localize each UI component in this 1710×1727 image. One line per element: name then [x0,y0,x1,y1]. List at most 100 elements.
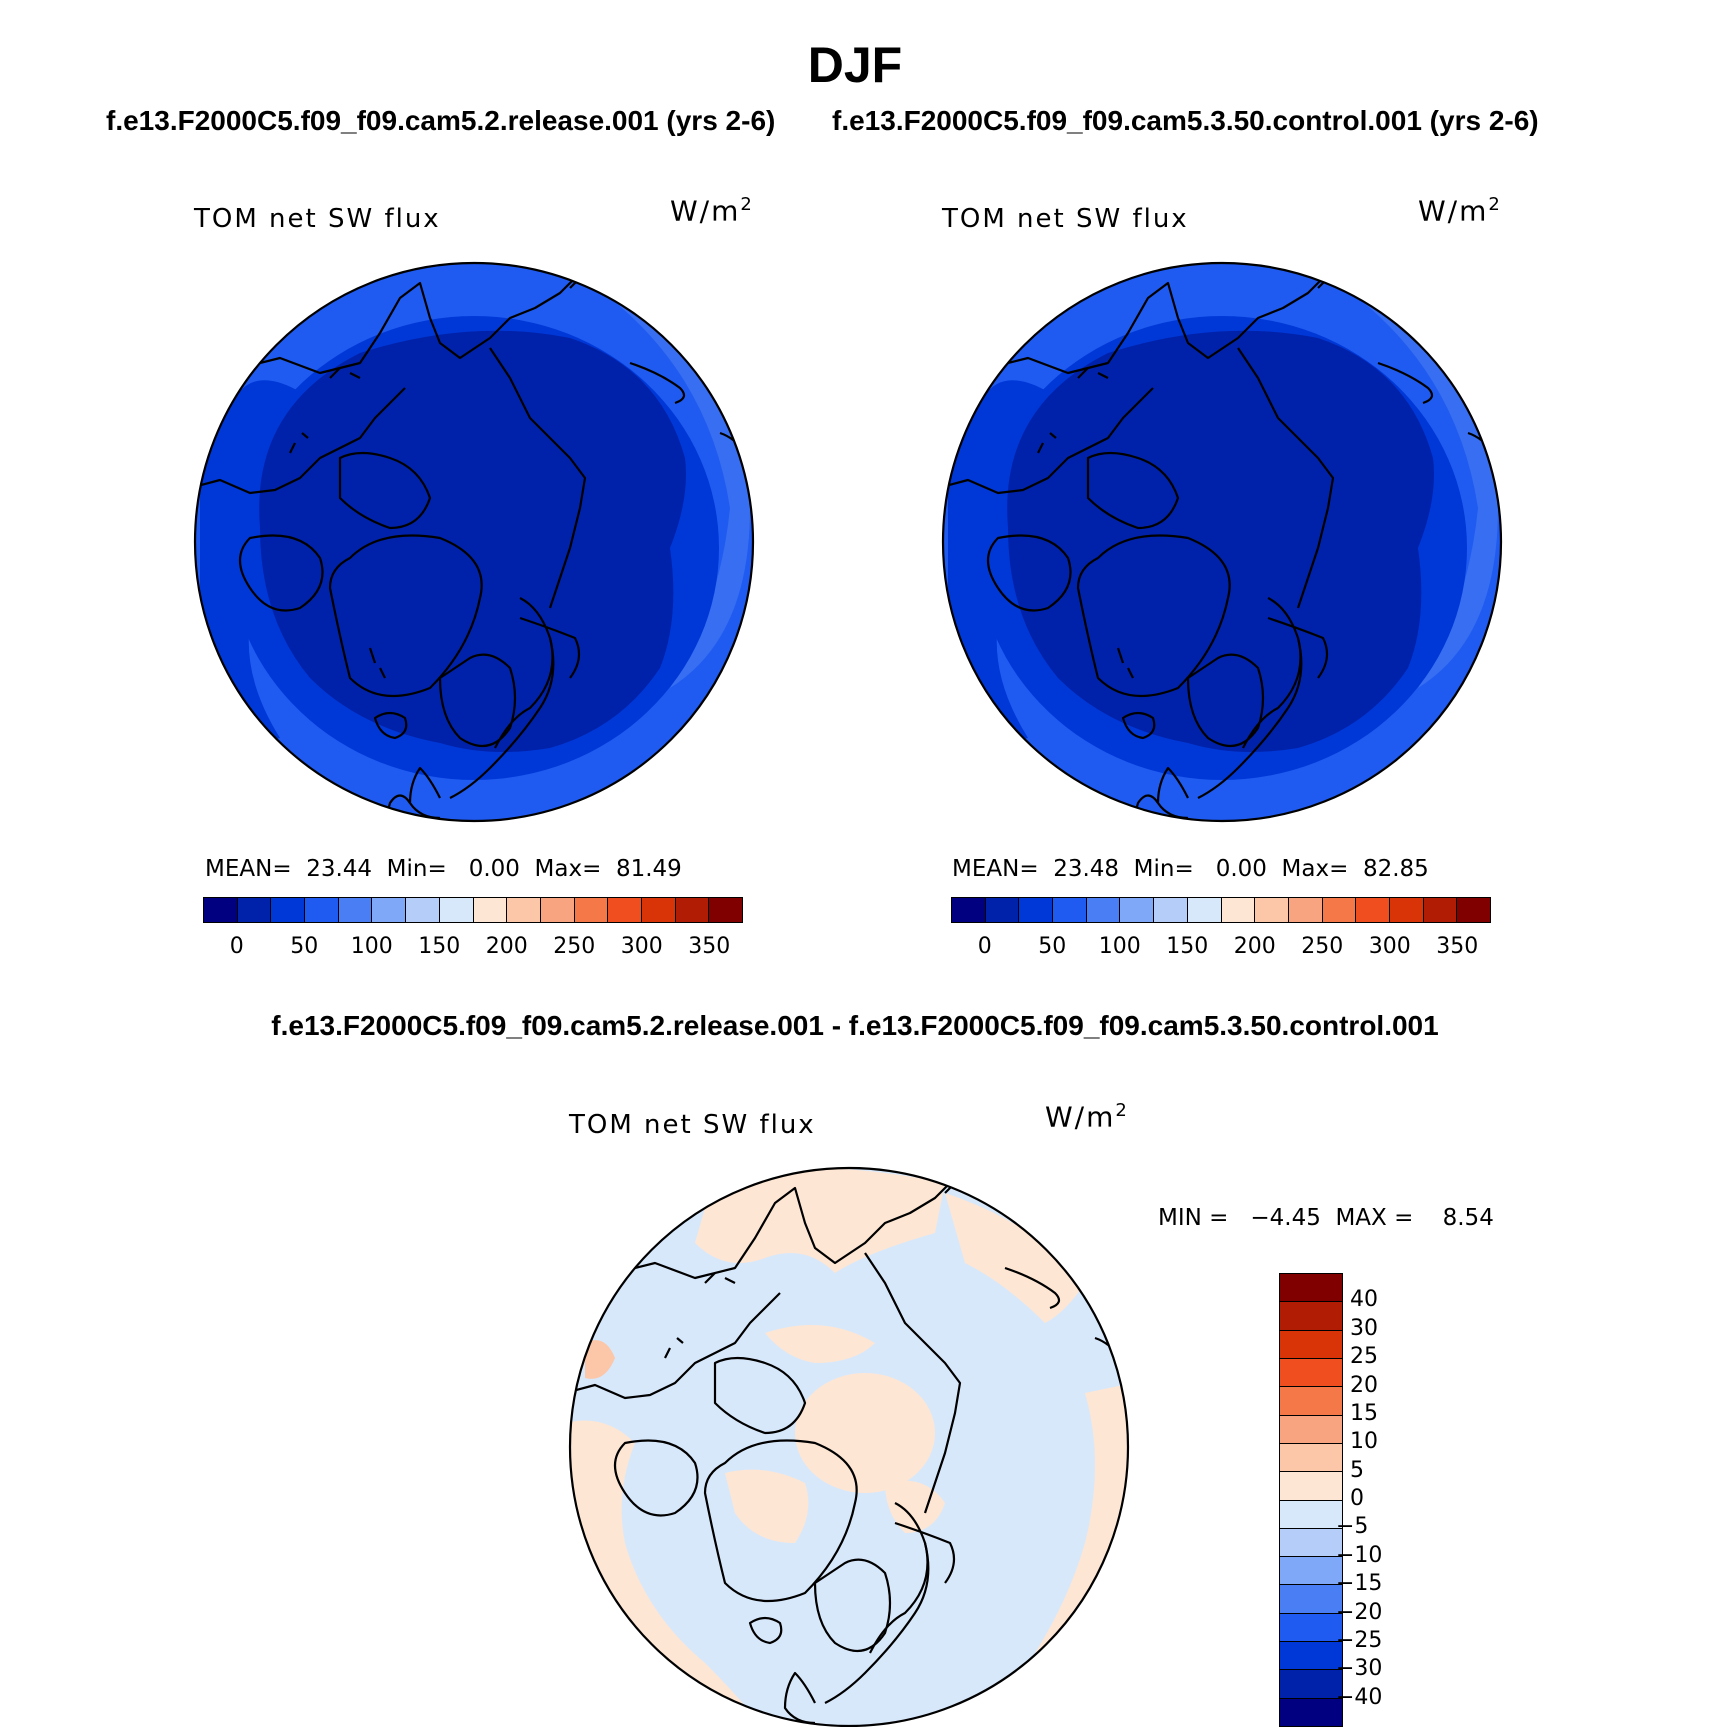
colorbar-tick-label: −10 [1336,1542,1383,1568]
colorbar-tick-label: −30 [1336,1656,1383,1682]
colorbar-tick-label: 250 [1301,934,1344,959]
colorbar-box [1280,1528,1342,1558]
colorbar-box [1280,1274,1342,1303]
colorbar-box [1280,1415,1342,1444]
colorbar-tick-label: 350 [1436,934,1479,959]
colorbar-tick-label: 30 [1350,1315,1378,1341]
colorbar-box [574,898,609,922]
colorbar-box [1280,1557,1342,1586]
colorbar-tick-label: −40 [1336,1684,1383,1710]
diff-colorbar [1279,1273,1343,1727]
panel2-colorbar-labels: 0 50 100 150 200 250 300 350 [951,934,1491,964]
colorbar-box [1280,1302,1342,1331]
colorbar-tick-label: 40 [1350,1287,1378,1313]
colorbar-box [1280,1585,1342,1614]
panel2-colorbar [951,897,1491,923]
panel1-colorbar [203,897,743,923]
colorbar-box [540,898,575,922]
panel2-polar-map [941,261,1503,823]
panel2-stats: MEAN= 23.48 Min= 0.00 Max= 82.85 [952,856,1429,882]
colorbar-box [372,898,407,922]
colorbar-tick-label: 300 [1368,934,1411,959]
colorbar-box [1255,898,1289,922]
diff-coastlines [570,1172,1121,1725]
case2-title: f.e13.F2000C5.f09_f09.cam5.3.50.control.… [832,105,1539,136]
colorbar-tick-label: 15 [1350,1400,1378,1426]
panel2-field-polar-core [1007,330,1434,752]
colorbar-box [1280,1642,1342,1671]
diff-field-pos-hotspot [585,1340,615,1379]
colorbar-box [1356,898,1390,922]
colorbar-box [709,898,742,922]
colorbar-box [1221,898,1256,922]
case1-title: f.e13.F2000C5.f09_f09.cam5.2.release.001… [106,105,776,136]
diff-field-pos-pole [795,1373,935,1493]
colorbar-box [1280,1472,1342,1501]
colorbar-box [1086,898,1121,922]
colorbar-box [641,898,676,922]
panel1-units: W/m2 [670,194,754,228]
colorbar-tick-label: 5 [1350,1457,1364,1483]
diff-map-border [568,1166,1130,1727]
panel2-map-border [941,261,1503,823]
colorbar-box [1280,1670,1342,1699]
colorbar-box [338,898,373,922]
colorbar-box [507,898,541,922]
colorbar-tick-label: 350 [688,934,731,959]
diff-field-pos-north [695,1168,945,1273]
panel2-units: W/m2 [1418,194,1502,228]
colorbar-tick-label: 100 [350,934,393,959]
colorbar-box [1280,1613,1342,1643]
colorbar-tick-label: 20 [1350,1372,1378,1398]
panel2-variable-label: TOM net SW flux [942,204,1189,234]
colorbar-box [439,898,474,922]
diff-field-pos-greenland [725,1469,809,1543]
panel1-variable-label: TOM net SW flux [194,204,441,234]
colorbar-tick-label: −15 [1336,1571,1383,1597]
colorbar-box [1053,898,1087,922]
diff-variable-label: TOM net SW flux [569,1110,816,1140]
panel1-field-polar-core [259,330,686,752]
colorbar-box [608,898,642,922]
colorbar-box [1280,1698,1342,1726]
colorbar-box [1322,898,1357,922]
colorbar-box [1280,1358,1342,1388]
colorbar-box [473,898,508,922]
colorbar-tick-label: 200 [1233,934,1276,959]
diff-colorbar-labels: 40 30 25 20 15 10 5 0 −5 −10 −15 −20 −25 −30 −40 [1336,1273,1430,1727]
colorbar-tick-label: 0 [977,934,992,959]
colorbar-tick-label: 50 [290,934,319,959]
panel1-colorbar-labels: 0 50 100 150 200 250 300 350 [203,934,743,964]
colorbar-box [1019,898,1054,922]
colorbar-tick-label: 150 [1166,934,1209,959]
colorbar-box [952,898,986,922]
colorbar-box [1154,898,1188,922]
colorbar-tick-label: 300 [620,934,663,959]
diff-units: W/m2 [1045,1100,1129,1134]
diff-stats: MIN = −4.45 MAX = 8.54 [1158,1205,1494,1231]
colorbar-tick-label: 25 [1350,1344,1378,1370]
colorbar-box [675,898,710,922]
colorbar-tick-label: 10 [1350,1429,1378,1455]
panel1-polar-map [193,261,755,823]
colorbar-tick-label: 200 [485,934,528,959]
colorbar-box [204,898,238,922]
panel1-coastlines [195,267,746,821]
colorbar-box [305,898,339,922]
colorbar-tick-label: 100 [1098,934,1141,959]
colorbar-tick-label: 0 [229,934,244,959]
colorbar-tick-label: −25 [1336,1627,1383,1653]
colorbar-box [1280,1330,1342,1359]
colorbar-box [1389,898,1424,922]
colorbar-box [1457,898,1490,922]
colorbar-box [1288,898,1323,922]
panel1-map-border [193,261,755,823]
panel2-coastlines [943,267,1494,821]
main-title: DJF [807,37,903,93]
colorbar-box [985,898,1020,922]
diff-field-pos-scandinavia [885,1480,945,1533]
colorbar-box [1423,898,1458,922]
panel1-stats: MEAN= 23.44 Min= 0.00 Max= 81.49 [205,856,682,882]
colorbar-box [1280,1443,1342,1473]
diff-title: f.e13.F2000C5.f09_f09.cam5.2.release.001… [271,1010,1439,1041]
